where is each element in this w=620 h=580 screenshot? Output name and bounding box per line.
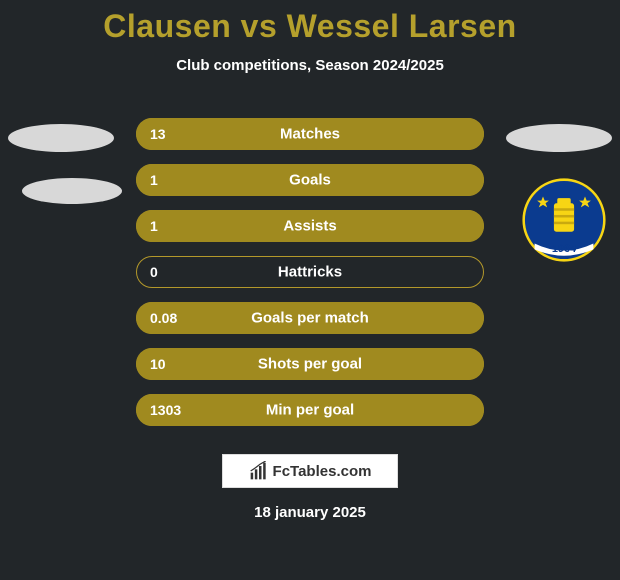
stat-value: 0: [150, 264, 158, 280]
stat-label: Shots per goal: [258, 356, 362, 373]
stat-row: 13 Matches: [136, 118, 484, 150]
stat-row: 1 Assists: [136, 210, 484, 242]
stat-row: 0.08 Goals per match: [136, 302, 484, 334]
chart-icon: [249, 461, 269, 481]
stat-label: Hattricks: [278, 264, 342, 281]
stat-row: 1 Goals: [136, 164, 484, 196]
stat-row: 10 Shots per goal: [136, 348, 484, 380]
stat-row: 0 Hattricks: [136, 256, 484, 288]
stat-value: 0.08: [150, 310, 177, 326]
footer-brand-text: FcTables.com: [273, 463, 372, 480]
stat-row: 1303 Min per goal: [136, 394, 484, 426]
stat-value: 13: [150, 126, 166, 142]
stat-label: Matches: [280, 126, 340, 143]
badge-year: 1964: [552, 243, 576, 255]
player1-avatar-placeholder: [8, 124, 114, 152]
date-text: 18 january 2025: [0, 504, 620, 521]
player2-avatar-placeholder: [506, 124, 612, 152]
stat-value: 10: [150, 356, 166, 372]
club-badge: 1964: [522, 178, 606, 262]
player1-club-placeholder: [22, 178, 122, 204]
stat-label: Min per goal: [266, 402, 354, 419]
stat-label: Assists: [283, 218, 336, 235]
stat-value: 1: [150, 218, 158, 234]
stat-value: 1: [150, 172, 158, 188]
stat-label: Goals per match: [251, 310, 369, 327]
stat-label: Goals: [289, 172, 331, 189]
stat-value: 1303: [150, 402, 181, 418]
footer-brand: FcTables.com: [222, 454, 398, 488]
stats-container: 13 Matches 1 Goals 1 Assists 0 Hattricks 0.08 Goa…: [0, 118, 620, 426]
subtitle: Club competitions, Season 2024/2025: [0, 57, 620, 74]
page-title: Clausen vs Wessel Larsen: [0, 0, 620, 45]
